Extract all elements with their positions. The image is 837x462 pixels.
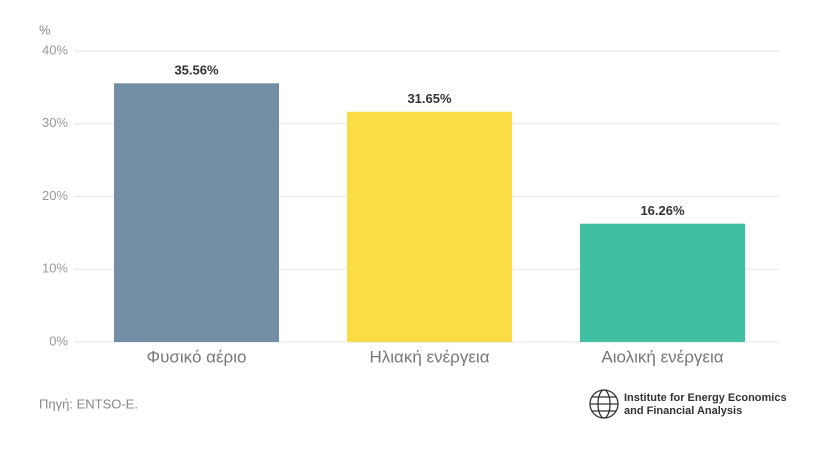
x-tick-label: Ηλιακή ενέργεια xyxy=(369,347,489,366)
y-tick-label: 40% xyxy=(42,42,68,57)
x-tick-label: Φυσικό αέριο xyxy=(147,347,247,366)
y-tick-label: 30% xyxy=(42,115,68,130)
bar xyxy=(580,223,745,342)
bar xyxy=(114,83,279,343)
logo-icon xyxy=(589,389,619,419)
data-label: 35.56% xyxy=(174,63,219,78)
data-label: 31.65% xyxy=(407,91,452,106)
y-tick-label: 10% xyxy=(42,261,68,276)
bar xyxy=(347,111,512,342)
data-label: 16.26% xyxy=(640,203,685,218)
y-tick-label: 0% xyxy=(49,333,68,348)
source: Πηγή: ENTSO-E. xyxy=(39,396,138,411)
x-tick-label: Αιολική ενέργεια xyxy=(601,347,723,366)
logo-text: and Financial Analysis xyxy=(624,405,742,417)
y-tick-label: 20% xyxy=(42,188,68,203)
y-axis-label: % xyxy=(39,22,51,37)
logo-text: Institute for Energy Economics xyxy=(624,392,787,404)
